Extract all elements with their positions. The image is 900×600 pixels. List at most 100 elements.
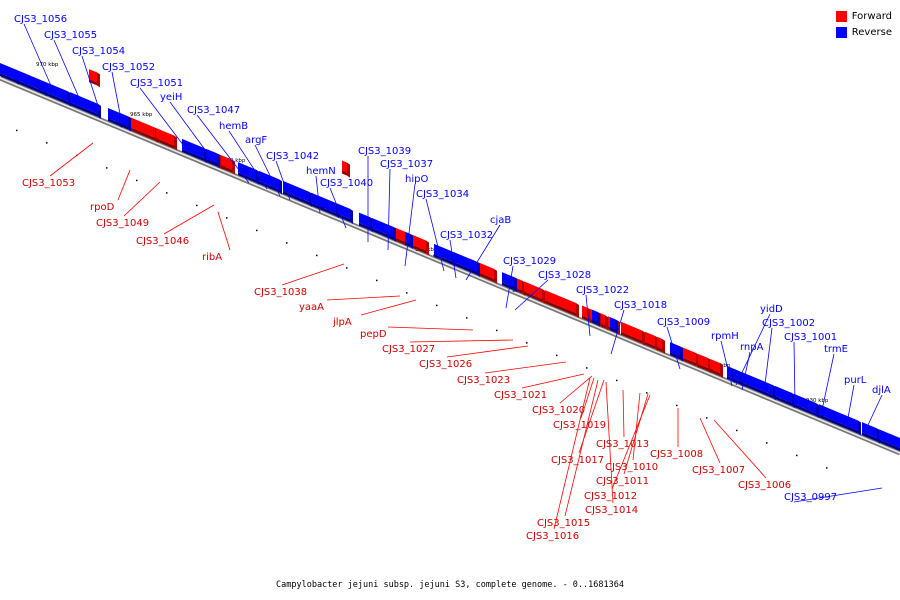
forward-feature-16	[621, 321, 645, 346]
forward-feature-14	[601, 313, 608, 331]
lane-dot-7	[226, 217, 228, 219]
lane-dot-16	[496, 329, 498, 332]
lane-dot-26	[796, 454, 798, 457]
reverse-gene-label: CJS3_1032	[440, 230, 493, 241]
forward-gene-cjs3-1026: CJS3_1026	[419, 345, 529, 370]
forward-gene-cjs3-1012: CJS3_1012	[584, 394, 651, 502]
reverse-gene-label: CJS3_1052	[102, 62, 155, 73]
forward-gene-label: CJS3_1019	[553, 420, 606, 431]
reverse-gene-label: yeiH	[160, 92, 182, 103]
lane-dot-13	[406, 292, 408, 294]
lower-scale-dots	[16, 85, 828, 469]
reverse-gene-cjs3-1018: CJS3_1018	[610, 300, 667, 355]
forward-gene-cjs3-1013: CJS3_1013	[596, 389, 649, 450]
forward-feature-11	[545, 290, 579, 318]
reverse-gene-cjs3-1055: CJS3_1055	[44, 30, 97, 101]
reverse-gene-cjs3-1032: CJS3_1032	[440, 230, 493, 279]
forward-gene-pepd: pepD	[360, 326, 474, 340]
forward-gene-label: CJS3_1026	[419, 359, 472, 370]
forward-feature-17	[645, 331, 658, 351]
forward-gene-label: pepD	[360, 329, 387, 340]
forward-gene-label: CJS3_1046	[136, 236, 189, 247]
reverse-gene-label: CJS3_1054	[72, 46, 125, 57]
forward-gene-label: CJS3_1053	[22, 178, 75, 189]
forward-gene-label: CJS3_1013	[596, 439, 649, 450]
forward-gene-label: CJS3_1010	[605, 462, 658, 473]
reverse-feature-12	[337, 203, 353, 224]
reverse-gene-label: argF	[245, 135, 267, 146]
forward-gene-label: CJS3_1049	[96, 218, 149, 229]
genome-backbone	[0, 75, 900, 456]
scale-label-2: 960 kbp	[223, 158, 246, 164]
forward-feature-5	[342, 160, 350, 178]
reverse-gene-cjs3-1034: CJS3_1034	[416, 189, 469, 272]
reverse-gene-djla: djlA	[867, 385, 891, 426]
reverse-gene-cjs3-1040: CJS3_1040	[320, 178, 373, 229]
reverse-gene-label: CJS3_1040	[320, 178, 373, 189]
forward-gene-cjs3-1019: CJS3_1019	[553, 377, 606, 431]
reverse-gene-cjs3-1001: CJS3_1001	[784, 332, 837, 405]
reverse-gene-purl: purL	[844, 375, 867, 419]
legend-reverse-label: Reverse	[851, 26, 892, 38]
reverse-gene-cjs3-1047: CJS3_1047	[187, 105, 250, 184]
reverse-feature-26	[794, 393, 819, 418]
forward-gene-label: CJS3_1015	[537, 518, 590, 529]
forward-gene-cjs3-1020: CJS3_1020	[532, 375, 593, 416]
forward-gene-cjs3-1038: CJS3_1038	[254, 263, 345, 298]
reverse-feature-19	[592, 309, 600, 327]
scale-label-1: 965 kbp	[130, 112, 153, 118]
forward-feature-18	[657, 336, 665, 354]
forward-gene-label: rpoD	[90, 202, 115, 213]
reverse-gene-cjs3-1022: CJS3_1022	[576, 285, 629, 337]
forward-feature-4	[221, 155, 235, 175]
forward-gene-cjs3-1021: CJS3_1021	[494, 373, 585, 401]
reverse-gene-yeih: yeiH	[160, 92, 215, 163]
reverse-gene-label: cjaB	[490, 215, 511, 226]
reverse-gene-label: CJS3_0997	[784, 492, 837, 503]
forward-swatch-icon	[835, 10, 847, 22]
reverse-gene-cjs3-1052: CJS3_1052	[102, 62, 155, 120]
legend-forward-label: Forward	[851, 10, 892, 22]
reverse-feature-7	[206, 148, 220, 169]
forward-gene-label: CJS3_1007	[692, 465, 745, 476]
scale-label-0: 970 kbp	[36, 62, 59, 68]
lane-dot-14	[436, 304, 438, 307]
reverse-gene-label: CJS3_1002	[762, 318, 815, 329]
lane-dot-27	[826, 467, 828, 469]
lane-dot-1	[46, 142, 48, 144]
reverse-gene-cjs3-1037: CJS3_1037	[380, 159, 433, 251]
reverse-gene-rpmh: rpmH	[711, 331, 739, 387]
forward-feature-10	[524, 281, 545, 304]
figure-caption: Campylobacter jejuni subsp. jejuni S3, c…	[276, 580, 624, 590]
lane-dot-12	[376, 279, 378, 282]
forward-gene-cjs3-1010: CJS3_1010	[605, 392, 658, 473]
reverse-gene-labels: CJS3_1056 CJS3_1055 CJS3_1054 CJS3_1052 CJS3…	[14, 14, 891, 503]
forward-feature-21	[710, 358, 723, 378]
legend-reverse: Reverse	[835, 24, 892, 40]
reverse-gene-label: rpmH	[711, 331, 739, 342]
reverse-gene-label: hemN	[306, 166, 336, 177]
forward-gene-label: CJS3_1027	[382, 344, 435, 355]
reverse-gene-label: trmE	[824, 344, 848, 355]
lane-dot-4	[136, 179, 138, 182]
forward-gene-cjs3-1007: CJS3_1007	[692, 417, 745, 476]
reverse-feature-27	[819, 404, 861, 436]
forward-gene-label: CJS3_1038	[254, 287, 307, 298]
reverse-gene-cjs3-1054: CJS3_1054	[72, 46, 125, 113]
reverse-gene-label: hipO	[405, 174, 428, 185]
forward-gene-cjs3-1006: CJS3_1006	[713, 419, 791, 491]
forward-gene-label: CJS3_1006	[738, 480, 791, 491]
reverse-gene-cjs3-1009: CJS3_1009	[657, 317, 710, 370]
forward-gene-label: CJS3_1021	[494, 390, 547, 401]
reverse-gene-cjs3-1029: CJS3_1029	[503, 256, 556, 309]
reverse-gene-label: djlA	[872, 385, 891, 396]
reverse-gene-label: hemB	[219, 121, 248, 132]
reverse-gene-label: CJS3_1001	[784, 332, 837, 343]
lane-dot-6	[196, 204, 198, 207]
reverse-feature-14	[372, 218, 396, 242]
lane-dot-25	[766, 442, 768, 444]
lane-dot-9	[286, 242, 288, 244]
reverse-gene-cjs3-1042: CJS3_1042	[266, 151, 319, 201]
lane-dot-21	[646, 392, 648, 394]
